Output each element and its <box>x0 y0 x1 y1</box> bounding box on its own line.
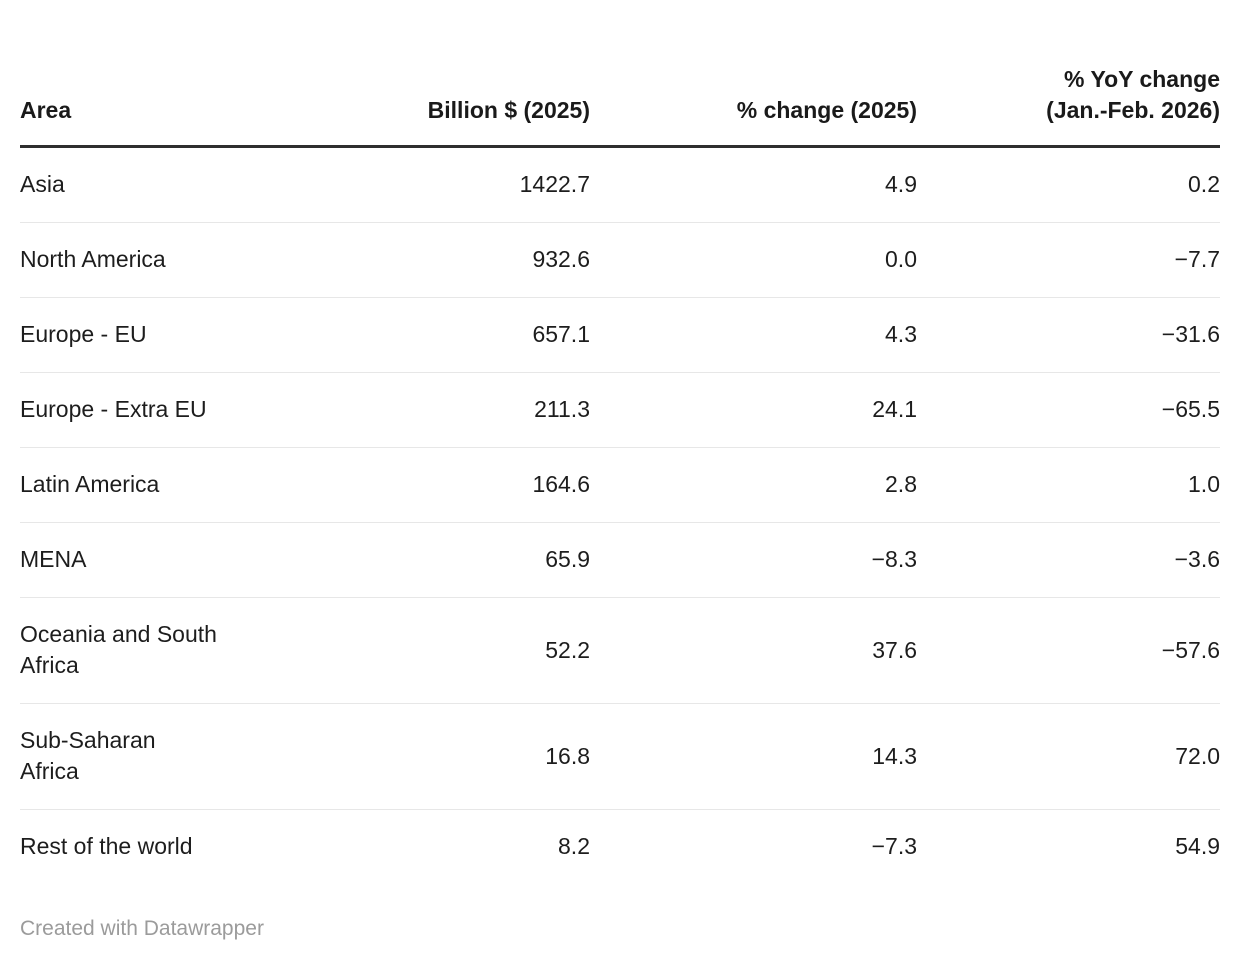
cell-yoy-change: −7.7 <box>917 222 1220 298</box>
column-header-yoy-change: % YoY change (Jan.-Feb. 2026) <box>917 40 1220 148</box>
cell-area: Oceania and South Africa <box>20 597 360 704</box>
data-table: Area Billion $ (2025) % change (2025) % … <box>20 40 1220 884</box>
table-row: Asia 1422.7 4.9 0.2 <box>20 146 1220 223</box>
table-row: Rest of the world 8.2 −7.3 54.9 <box>20 810 1220 885</box>
cell-yoy-change: 72.0 <box>917 703 1220 810</box>
datawrapper-credit-link[interactable]: Created with Datawrapper <box>20 917 264 940</box>
cell-yoy-change: 0.2 <box>917 146 1220 223</box>
table-row: Sub-Saharan Africa 16.8 14.3 72.0 <box>20 703 1220 810</box>
table-row: Europe - Extra EU 211.3 24.1 −65.5 <box>20 372 1220 448</box>
cell-pct-change: 2.8 <box>590 447 917 523</box>
cell-pct-change: 0.0 <box>590 222 917 298</box>
cell-area: Europe - Extra EU <box>20 372 360 448</box>
attribution-footer: Created with Datawrapper <box>20 916 1220 942</box>
column-header-area: Area <box>20 40 360 148</box>
cell-yoy-change: 1.0 <box>917 447 1220 523</box>
cell-yoy-change: −3.6 <box>917 522 1220 598</box>
cell-pct-change: −7.3 <box>871 833 917 859</box>
table-header-row: Area Billion $ (2025) % change (2025) % … <box>20 40 1220 148</box>
cell-billion: 16.8 <box>360 703 590 810</box>
cell-area: North America <box>20 222 360 298</box>
cell-pct-change: 4.3 <box>590 297 917 373</box>
cell-pct-change: 4.9 <box>590 146 917 223</box>
cell-area: Rest of the world <box>20 833 193 859</box>
table-row: Latin America 164.6 2.8 1.0 <box>20 447 1220 523</box>
cell-area: Latin America <box>20 447 360 523</box>
cell-billion: 8.2 <box>558 833 590 859</box>
cell-pct-change: 24.1 <box>590 372 917 448</box>
table-row: Europe - EU 657.1 4.3 −31.6 <box>20 297 1220 373</box>
cell-yoy-change: 54.9 <box>1175 833 1220 859</box>
cell-area: Asia <box>20 146 360 223</box>
cell-area: MENA <box>20 522 360 598</box>
column-header-billion: Billion $ (2025) <box>360 40 590 148</box>
cell-billion: 932.6 <box>360 222 590 298</box>
table-row: Oceania and South Africa 52.2 37.6 −57.6 <box>20 597 1220 704</box>
table-row: MENA 65.9 −8.3 −3.6 <box>20 522 1220 598</box>
cell-billion: 657.1 <box>360 297 590 373</box>
cell-area: Europe - EU <box>20 297 360 373</box>
cell-yoy-change: −65.5 <box>917 372 1220 448</box>
cell-billion: 211.3 <box>360 372 590 448</box>
cell-pct-change: 37.6 <box>590 597 917 704</box>
cell-pct-change: −8.3 <box>590 522 917 598</box>
cell-billion: 164.6 <box>360 447 590 523</box>
cell-billion: 65.9 <box>360 522 590 598</box>
cell-billion: 1422.7 <box>360 146 590 223</box>
cell-yoy-change: −31.6 <box>917 297 1220 373</box>
cell-area: Sub-Saharan Africa <box>20 703 360 810</box>
table-row: North America 932.6 0.0 −7.7 <box>20 222 1220 298</box>
cell-pct-change: 14.3 <box>590 703 917 810</box>
column-header-pct-change: % change (2025) <box>590 40 917 148</box>
cell-yoy-change: −57.6 <box>917 597 1220 704</box>
cell-billion: 52.2 <box>360 597 590 704</box>
